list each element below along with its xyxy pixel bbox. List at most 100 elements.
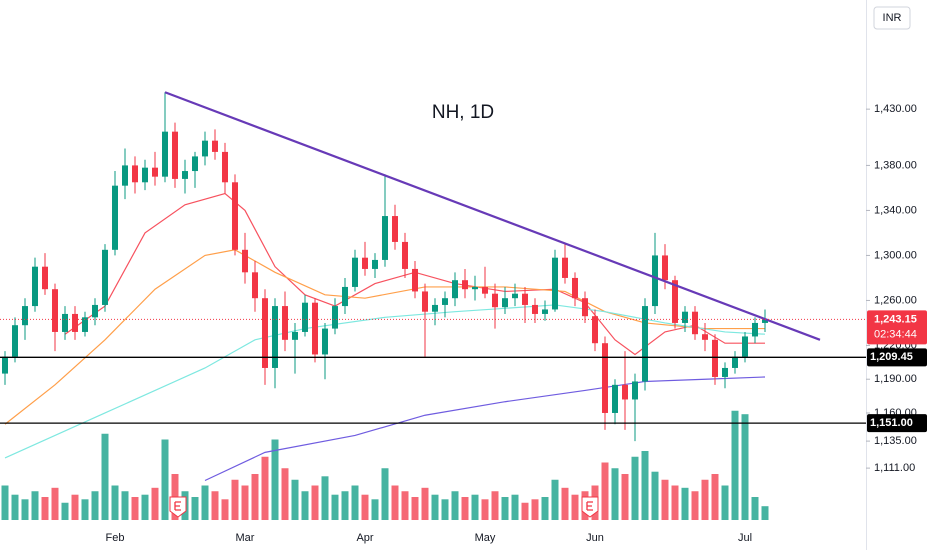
candle-body [62,313,68,332]
x-tick-label: Apr [356,532,373,544]
candle-body [362,257,368,269]
candle-body [502,298,508,308]
candle-body [552,257,558,310]
candle-body [672,280,678,323]
volume-bar [201,485,209,520]
x-tick-label: Feb [106,532,125,544]
volume-bar [301,491,309,520]
candle-body [512,293,518,299]
countdown: 02:34:44 [874,328,917,340]
volume-bar [371,499,379,520]
volume-bar [241,485,249,520]
volume-bar [601,462,609,520]
x-tick-label: Mar [236,532,255,544]
currency-box[interactable] [873,6,911,30]
volume-bar [321,476,329,520]
candle-body [162,131,168,177]
x-tick-label: Jul [738,532,752,544]
volume-bar [31,491,39,520]
volume-bar [291,479,299,520]
volume-bar [561,487,569,520]
candle-body [392,216,398,242]
candle-body [262,298,268,368]
volume-bar [681,487,689,520]
trendline [164,91,821,341]
candle-body [742,336,748,357]
volume-bar [751,497,759,520]
candle-body [752,322,758,337]
candle-body [572,277,578,299]
volume-bar [471,494,479,520]
volume-bar [461,497,469,520]
earnings-badge[interactable] [581,496,599,518]
volume-bar [211,491,219,520]
candle-body [462,280,468,290]
volume-bar [131,497,139,520]
candle-body [232,182,238,250]
x-tick-label: Jun [586,532,604,544]
candle-body [612,384,618,413]
volume-bar [101,433,109,520]
volume-bar [641,451,649,520]
candle-body [322,328,328,355]
candle-body [202,140,208,157]
volume-bar [261,456,269,520]
volume-bar [381,468,389,520]
candle-body [172,131,178,179]
candle-body [562,257,568,278]
candle-body [292,331,298,340]
candle-body [642,306,648,382]
plot [1,91,821,520]
volume-bar [701,479,709,520]
candle-body [282,306,288,340]
candle-body [372,259,378,269]
candle-body [42,266,48,290]
candle-body [452,280,458,299]
volume-bar [501,497,509,520]
volume-bar [311,485,319,520]
volume-bar [421,487,429,520]
volume-bar [431,494,439,520]
candle-body [732,356,738,368]
volume-bar [271,439,279,520]
level-label-box [867,414,927,433]
candle-body [212,140,218,152]
volume-bar [141,494,149,520]
candle-body [242,249,248,273]
volume-bar [11,494,19,520]
candle-body [692,311,698,335]
volume-bar [331,494,339,520]
candle-body [492,293,498,308]
earnings-badge[interactable] [169,496,187,518]
volume-bar [611,468,619,520]
candle-body [622,384,628,400]
candle-body [342,286,348,307]
candle-body [2,356,8,374]
earnings-marker[interactable] [169,496,599,518]
candle-body [92,304,98,318]
candle-body [112,185,118,250]
candle-body [302,302,308,332]
volume-bar [151,487,159,520]
volume-bar [541,497,549,520]
chart-title: NH, 1D [432,102,494,123]
y-tick-label: 1,260.00 [874,294,917,306]
currency[interactable]: INR [883,12,902,24]
candle-body [152,167,158,177]
volume-bar [231,479,239,520]
volume-bar [441,499,449,520]
candle-body [192,156,198,172]
candle-body [222,151,228,183]
y-tick-label: 1,340.00 [874,204,917,216]
volume-bar [451,491,459,520]
volume-bar [41,497,49,520]
earnings-icon [174,501,593,511]
candle-body [22,306,28,326]
volume-bar [111,485,119,520]
volume-bar [21,499,29,520]
candle-body [592,316,598,344]
y-tick-label: 1,190.00 [874,373,917,385]
candle-body [582,298,588,317]
candle-body [522,293,528,305]
